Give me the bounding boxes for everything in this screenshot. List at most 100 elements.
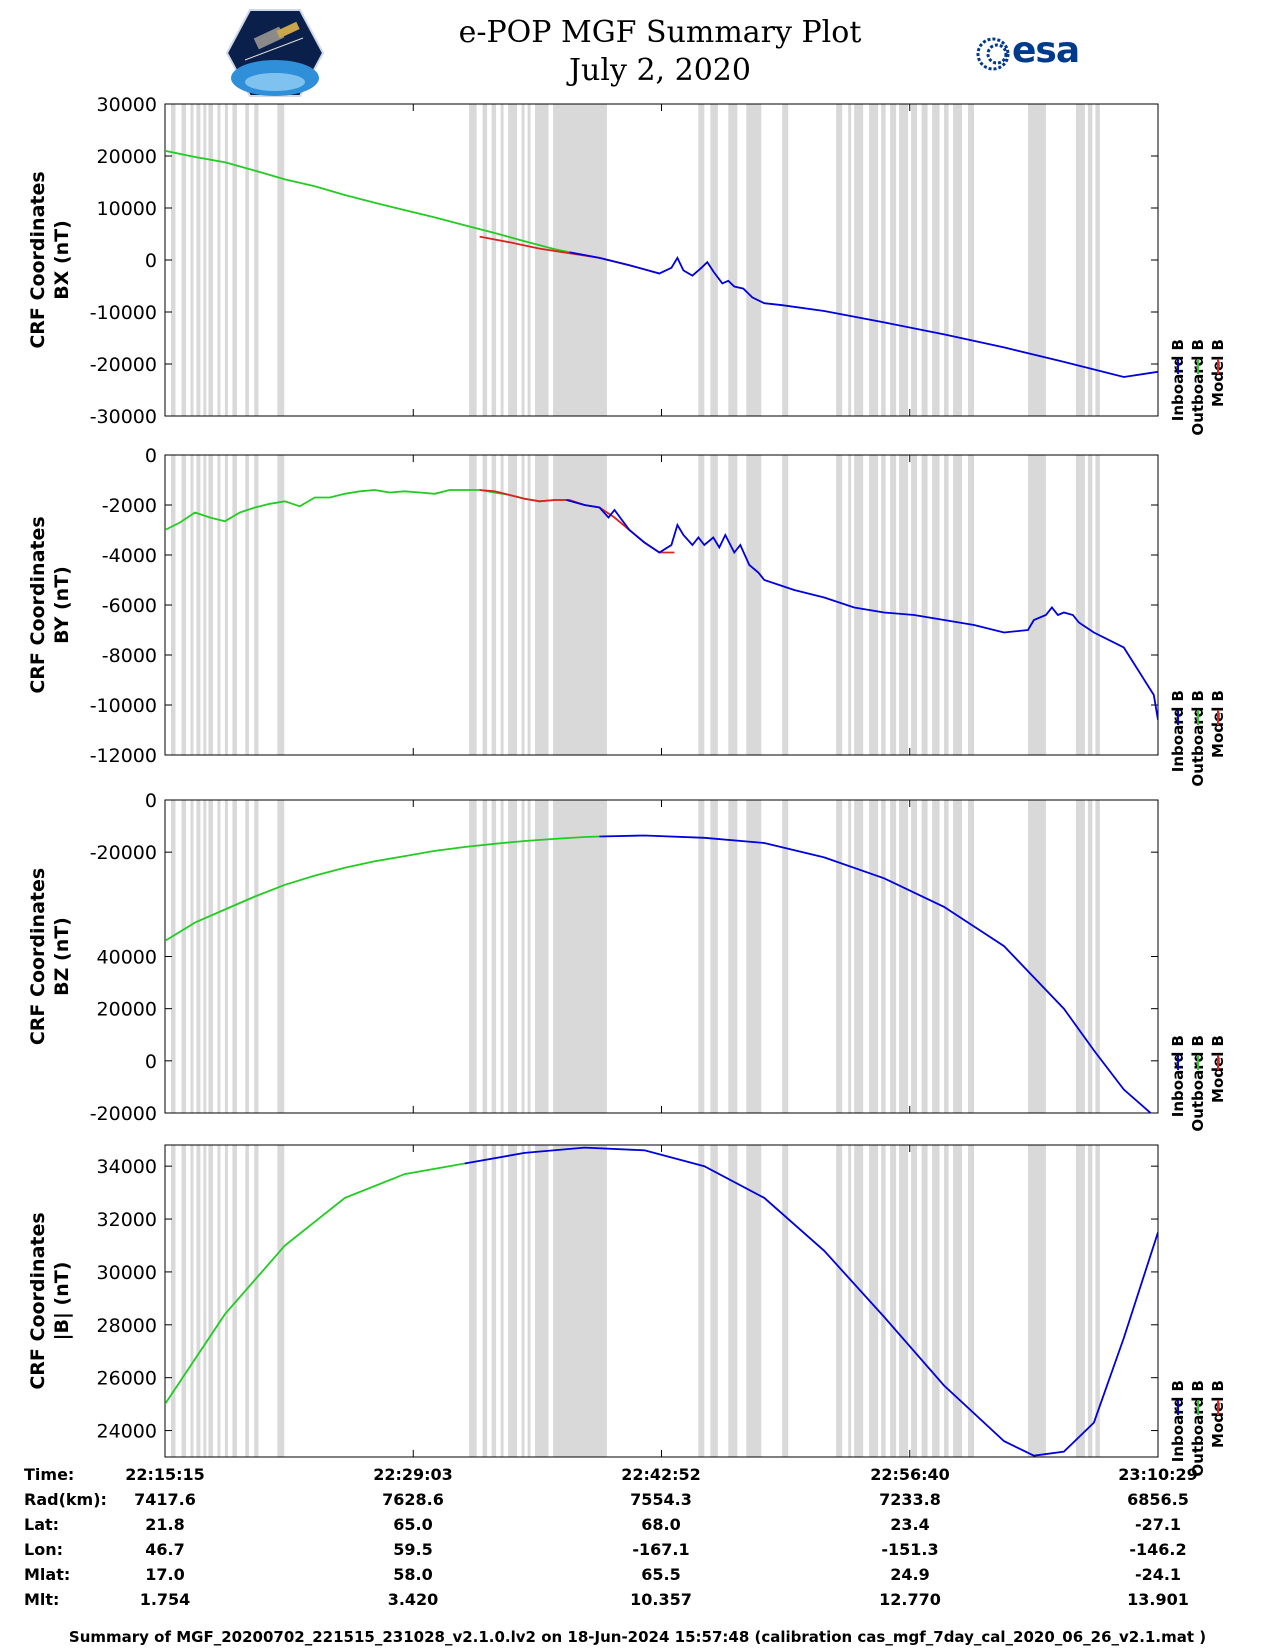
y-tick-label: 0: [145, 790, 157, 812]
gap-shade: [698, 800, 705, 1113]
gap-shade: [217, 455, 221, 755]
gap-shade: [746, 800, 762, 1113]
gap-shade: [203, 1145, 207, 1457]
orbit-cell: 6856.5: [1127, 1490, 1189, 1509]
orbit-row-label: Mlat:: [24, 1565, 70, 1584]
gap-shade: [208, 1145, 213, 1457]
gap-shade: [710, 800, 718, 1113]
gap-shade: [854, 800, 864, 1113]
gap-shade: [1075, 455, 1085, 755]
gap-shade: [698, 104, 705, 416]
gap-shade: [1027, 1145, 1046, 1457]
gap-shade: [1075, 1145, 1085, 1457]
y-tick-label: 0: [145, 250, 157, 272]
gap-shade: [469, 455, 477, 755]
gap-shade: [899, 455, 909, 755]
gap-shade: [508, 104, 518, 416]
gap-shade: [217, 800, 221, 1113]
orbit-cell: 3.420: [388, 1590, 439, 1609]
y-tick-label: -2000: [102, 495, 157, 517]
y-tick-label: -12000: [90, 745, 157, 767]
y-tick-label: 24000: [97, 1421, 157, 1443]
gap-shade: [232, 800, 237, 1113]
gap-shade: [500, 800, 504, 1113]
gap-shade: [500, 104, 504, 416]
orbit-row-label: Time:: [24, 1465, 74, 1484]
gap-shade: [911, 1145, 918, 1457]
gap-shade: [196, 455, 201, 755]
gap-shade: [208, 455, 213, 755]
gap-shade: [968, 455, 975, 755]
gap-shade: [170, 800, 176, 1113]
gap-shade: [203, 104, 207, 416]
orbit-cell: 22:15:15: [125, 1465, 205, 1484]
gap-shade: [869, 104, 879, 416]
gap-shade: [944, 800, 949, 1113]
y-axis-label: CRF Coordinates: [27, 516, 49, 693]
gap-shade: [911, 800, 918, 1113]
legend-label: Outboard B: [1189, 339, 1207, 436]
gap-shade: [881, 455, 886, 755]
orbit-cell: 68.0: [641, 1515, 680, 1534]
gap-shade: [521, 455, 525, 755]
orbit-cell: 1.754: [140, 1590, 191, 1609]
series-line-inboard-b: [464, 1146, 1158, 1457]
gap-shade: [196, 800, 201, 1113]
gap-shade: [728, 800, 738, 1113]
gap-shade: [932, 455, 940, 755]
gap-shade: [944, 1145, 949, 1457]
orbit-cell: -146.2: [1129, 1540, 1186, 1559]
gap-shade: [944, 455, 949, 755]
y-tick-label: 30000: [97, 1262, 157, 1284]
series-line-inboard-b: [566, 499, 1158, 721]
gap-shade: [1095, 800, 1100, 1113]
y-tick-label: -20000: [90, 354, 157, 376]
legend-label: Outboard B: [1189, 690, 1207, 787]
gap-shade: [190, 104, 194, 416]
gap-shade: [196, 104, 201, 416]
plot-frame: [164, 103, 1159, 417]
plot-frame: [164, 454, 1159, 756]
legend-label: Outboard B: [1189, 1380, 1207, 1477]
gap-shade: [224, 104, 228, 416]
gap-shade: [245, 455, 249, 755]
legend-label: Inboard B: [1169, 690, 1187, 772]
gap-shade: [254, 455, 259, 755]
gap-shade: [254, 104, 259, 416]
y-tick-label: 34000: [97, 1156, 157, 1178]
orbit-cell: -151.3: [881, 1540, 938, 1559]
gap-shade: [953, 104, 963, 416]
gap-shade: [881, 104, 886, 416]
y-tick-label: -4000: [102, 545, 157, 567]
gap-shade: [968, 800, 975, 1113]
series-line-inboard-b: [569, 251, 1158, 378]
gap-shade: [277, 104, 285, 416]
gap-shade: [953, 455, 963, 755]
y-axis-label: CRF Coordinates: [27, 171, 49, 348]
gap-shade: [921, 800, 928, 1113]
gap-shade: [854, 1145, 864, 1457]
gap-shade: [1027, 104, 1046, 416]
gap-shade: [848, 455, 852, 755]
gap-shade: [953, 800, 963, 1113]
orbit-row-label: Rad(km):: [24, 1490, 107, 1509]
gap-shade: [836, 455, 843, 755]
orbit-cell: -24.1: [1135, 1565, 1181, 1584]
orbit-cell: 21.8: [145, 1515, 184, 1534]
gap-shade: [491, 104, 497, 416]
y-tick-label: 32000: [97, 1209, 157, 1231]
gap-shade: [224, 1145, 228, 1457]
gap-shade: [869, 800, 879, 1113]
gap-shade: [170, 1145, 176, 1457]
orbit-row-label: Lat:: [24, 1515, 59, 1534]
orbit-cell: -167.1: [632, 1540, 689, 1559]
gap-shade: [469, 1145, 477, 1457]
orbit-cell: 65.0: [393, 1515, 432, 1534]
y-tick-label: 20000: [97, 146, 157, 168]
orbit-cell: -27.1: [1135, 1515, 1181, 1534]
gap-shade: [170, 104, 176, 416]
panel-1: 30000 20000 10000 0 -10000 -20000 -30000 CRF Co…: [27, 94, 1227, 436]
gap-shade: [190, 800, 194, 1113]
gap-shade: [890, 800, 897, 1113]
